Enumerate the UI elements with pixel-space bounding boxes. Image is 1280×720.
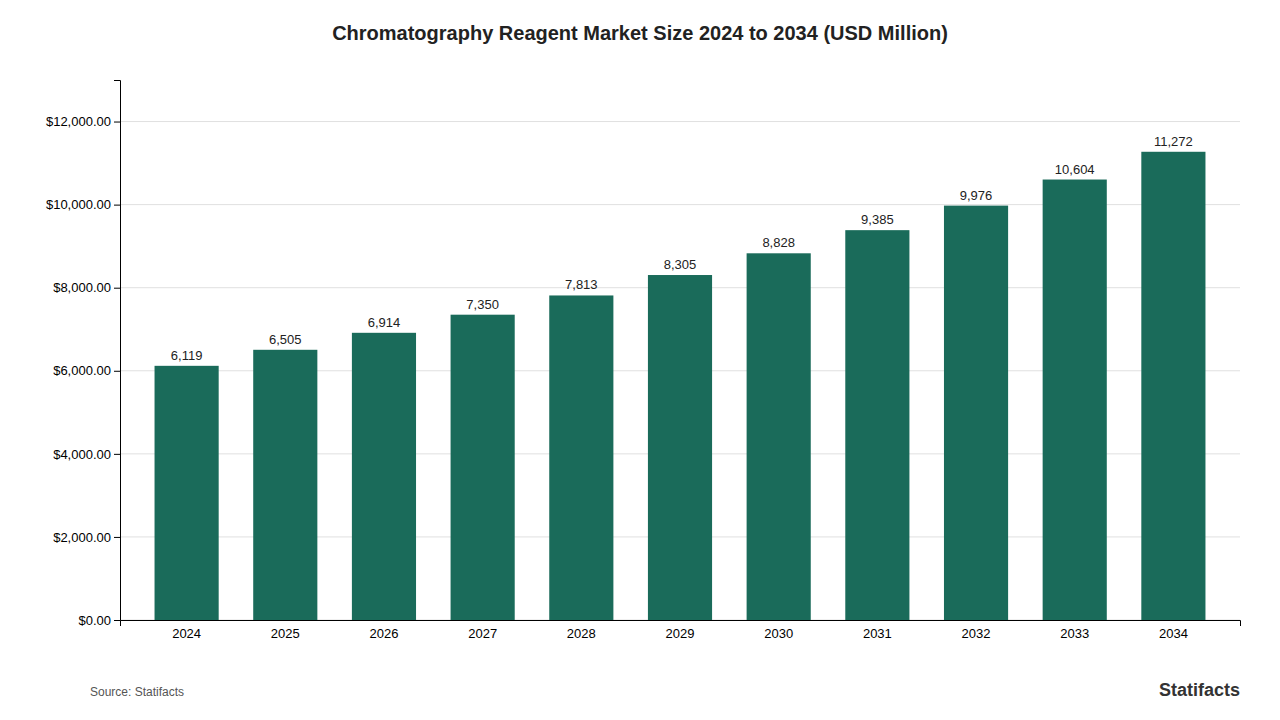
bar — [155, 366, 219, 620]
y-tick-mark — [114, 288, 120, 289]
annotations: Source: Statifacts Statifacts — [90, 680, 1240, 700]
chart-svg: Chromatography Reagent Market Size 2024 … — [0, 0, 1280, 720]
x-axis: 2024 2025 2026 2027 2028 2029 2030 2031 2032 2033… — [121, 621, 1241, 642]
y-tick-label: $0.00 — [78, 613, 111, 628]
x-tick-label: 2032 — [962, 626, 991, 641]
x-tick: 2029 — [666, 626, 695, 641]
x-axis-line — [121, 621, 1241, 627]
y-tick: $10,000.00 — [46, 197, 120, 212]
y-tick: $12,000.00 — [46, 114, 120, 129]
bar — [451, 315, 515, 620]
plot: 6,119 6,505 6,914 7,350 7,813 8,305 8,828 9,385… — [46, 81, 1241, 642]
brand-note: Statifacts — [1159, 680, 1240, 700]
x-tick-label: 2034 — [1159, 626, 1188, 641]
x-tick: 2025 — [271, 626, 300, 641]
source-note: Source: Statifacts — [90, 685, 184, 699]
data-label: 11,272 — [1154, 134, 1193, 149]
data-label: 8,305 — [664, 257, 697, 272]
bar — [1141, 152, 1205, 620]
x-tick-label: 2026 — [370, 626, 399, 641]
y-tick: $4,000.00 — [53, 447, 120, 462]
data-label: 8,828 — [762, 235, 795, 250]
y-tick-label: $8,000.00 — [53, 280, 111, 295]
grid-line — [120, 121, 1240, 122]
bars — [155, 152, 1206, 620]
y-tick: $0.00 — [78, 613, 120, 628]
y-tick-label: $4,000.00 — [53, 447, 111, 462]
x-tick: 2030 — [764, 626, 793, 641]
y-tick-mark — [114, 205, 120, 206]
data-label: 6,914 — [368, 315, 401, 330]
data-label: 9,385 — [861, 212, 894, 227]
y-tick: $8,000.00 — [53, 280, 120, 295]
y-tick-label: $12,000.00 — [46, 114, 111, 129]
bar — [944, 206, 1008, 620]
x-tick-label: 2025 — [271, 626, 300, 641]
data-label: 6,505 — [269, 332, 302, 347]
y-tick: $6,000.00 — [53, 363, 120, 378]
x-tick-label: 2024 — [172, 626, 201, 641]
x-tick: 2027 — [468, 626, 497, 641]
y-axis: $0.00 $2,000.00 $4,000.00 $6,000.00 $8,000.0… — [46, 81, 121, 628]
y-tick-label: $10,000.00 — [46, 197, 111, 212]
y-tick-mark — [114, 122, 120, 123]
x-tick-label: 2033 — [1060, 626, 1089, 641]
y-tick-mark — [114, 620, 120, 621]
bar — [648, 275, 712, 620]
x-tick-label: 2028 — [567, 626, 596, 641]
data-label: 7,350 — [466, 297, 499, 312]
x-tick: 2024 — [172, 626, 201, 641]
y-tick-label: $6,000.00 — [53, 363, 111, 378]
x-tick: 2026 — [370, 626, 399, 641]
y-axis-line — [114, 81, 121, 621]
y-tick-label: $2,000.00 — [53, 530, 111, 545]
title: Chromatography Reagent Market Size 2024 … — [332, 22, 948, 44]
data-label: 6,119 — [171, 348, 203, 363]
x-tick: 2034 — [1159, 626, 1188, 641]
x-tick: 2028 — [567, 626, 596, 641]
bar — [253, 350, 317, 620]
x-tick-label: 2029 — [666, 626, 695, 641]
bar — [352, 333, 416, 620]
bar — [845, 230, 909, 620]
data-label: 9,976 — [960, 188, 993, 203]
data-label: 7,813 — [565, 277, 598, 292]
grid — [120, 122, 1240, 620]
x-tick: 2032 — [962, 626, 991, 641]
y-tick-mark — [114, 371, 120, 372]
x-tick-label: 2027 — [468, 626, 497, 641]
y-tick-mark — [114, 454, 120, 455]
x-tick-label: 2031 — [863, 626, 892, 641]
bar — [747, 253, 811, 620]
x-tick: 2031 — [863, 626, 892, 641]
bar — [1043, 180, 1107, 620]
data-labels: 6,119 6,505 6,914 7,350 7,813 8,305 8,828 9,385… — [171, 134, 1193, 363]
y-tick: $2,000.00 — [53, 530, 120, 545]
x-tick: 2033 — [1060, 626, 1089, 641]
y-tick-mark — [114, 537, 120, 538]
data-label: 10,604 — [1055, 162, 1095, 177]
x-tick-label: 2030 — [764, 626, 793, 641]
bar — [549, 295, 613, 620]
